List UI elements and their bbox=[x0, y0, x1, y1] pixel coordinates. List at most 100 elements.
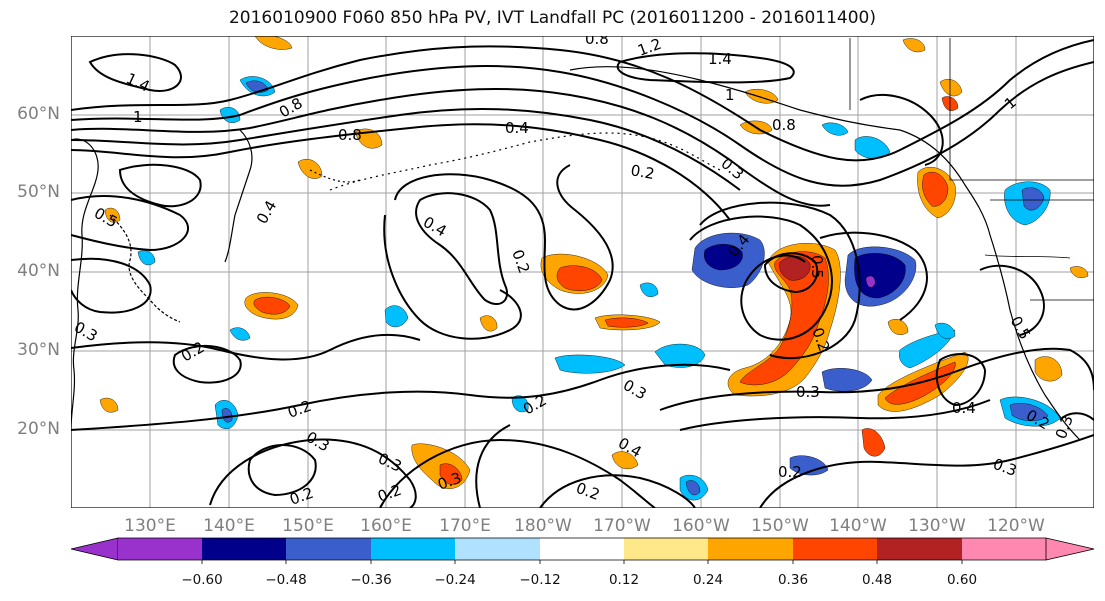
pv-patch bbox=[611, 451, 639, 470]
contour-label: 1.2 bbox=[635, 35, 664, 60]
lat-label-20n: 20°N bbox=[17, 419, 60, 439]
colorbar-tick-label: 0.48 bbox=[861, 572, 893, 588]
pv-patch bbox=[1021, 187, 1045, 211]
pv-patch bbox=[789, 455, 829, 476]
contour-line bbox=[415, 192, 508, 305]
lon-label-130e: 130°E bbox=[124, 516, 176, 536]
colorbar-tick-label: −0.12 bbox=[519, 572, 561, 588]
contour-label: 0.5 bbox=[808, 255, 826, 279]
contour-label: 1 bbox=[725, 86, 735, 104]
lat-label-30n: 30°N bbox=[17, 340, 60, 360]
lon-label-180w: 180°W bbox=[514, 516, 572, 536]
colorbar-tick-label: −0.48 bbox=[265, 572, 307, 588]
lon-label-170e: 170°E bbox=[439, 516, 491, 536]
colorbar-extend-max bbox=[1045, 537, 1095, 561]
contour-label: 0.2 bbox=[629, 161, 656, 183]
colorbar-swatch bbox=[455, 538, 540, 560]
colorbar-swatch bbox=[371, 538, 456, 560]
contour-line bbox=[71, 107, 741, 191]
pv-patch bbox=[779, 256, 811, 281]
pv-patch bbox=[654, 343, 706, 368]
colorbar-tick-label: 0.60 bbox=[946, 572, 978, 588]
contour-label: 0.2 bbox=[778, 463, 802, 481]
contour-label: 0.8 bbox=[585, 30, 609, 48]
lon-label-150w: 150°W bbox=[751, 516, 809, 536]
pv-patch bbox=[639, 282, 659, 297]
contour-line bbox=[118, 163, 202, 208]
border-line bbox=[949, 38, 1094, 181]
colorbar-tick-label: 0.24 bbox=[692, 572, 724, 588]
colorbar-tick-label: −0.36 bbox=[350, 572, 392, 588]
lat-label-40n: 40°N bbox=[17, 261, 60, 281]
pv-patch bbox=[685, 480, 701, 496]
contour-line bbox=[88, 53, 182, 92]
contour-line bbox=[172, 344, 242, 384]
colorbar-tick-label: −0.24 bbox=[434, 572, 476, 588]
pv-patch bbox=[887, 319, 909, 335]
lon-label-140e: 140°E bbox=[203, 516, 255, 536]
contour-line bbox=[679, 399, 991, 431]
pv-patch bbox=[253, 296, 291, 315]
pv-patch bbox=[934, 322, 956, 339]
colorbar bbox=[70, 537, 1095, 564]
contour-line bbox=[659, 347, 1094, 411]
pv-patch bbox=[554, 354, 626, 374]
pv-patch bbox=[511, 395, 529, 413]
pv-patch bbox=[704, 244, 743, 271]
pv-patch bbox=[854, 136, 891, 159]
contour-line bbox=[71, 123, 731, 221]
contour-line bbox=[759, 434, 1094, 508]
contour-line bbox=[859, 94, 944, 166]
colorbar-ticks bbox=[201, 560, 963, 564]
map-title: 2016010900 F060 850 hPa PV, IVT Landfall… bbox=[228, 8, 876, 28]
lon-label-140w: 140°W bbox=[829, 516, 887, 536]
contour-line bbox=[1059, 412, 1094, 421]
pv-patch bbox=[479, 315, 498, 332]
pv-patch bbox=[556, 265, 603, 291]
colorbar-tick-label: −0.60 bbox=[181, 572, 223, 588]
pv-patch bbox=[939, 79, 963, 97]
contour-line bbox=[935, 353, 987, 407]
colorbar-swatch bbox=[202, 538, 287, 560]
pv-patch bbox=[384, 305, 409, 328]
contour-label: 0.8 bbox=[772, 116, 796, 134]
lon-label-160e: 160°E bbox=[360, 516, 412, 536]
contour-line bbox=[379, 438, 656, 508]
contour-line bbox=[475, 424, 511, 508]
pv-patch bbox=[99, 397, 119, 413]
contour-line bbox=[763, 252, 819, 294]
colorbar-swatch bbox=[624, 538, 709, 560]
pv-patch bbox=[297, 159, 323, 179]
lon-label-150e: 150°E bbox=[282, 516, 334, 536]
contour-label: 0.8 bbox=[338, 126, 362, 144]
coastlines bbox=[71, 38, 1094, 441]
coastline bbox=[309, 169, 361, 183]
coastline bbox=[224, 129, 253, 263]
pv-patch bbox=[821, 122, 849, 136]
lon-label-170w: 170°W bbox=[593, 516, 651, 536]
coastline bbox=[569, 66, 1081, 441]
colorbar-tick-label: 0.12 bbox=[608, 572, 640, 588]
pv-patch bbox=[229, 327, 251, 341]
contour-line bbox=[383, 214, 522, 340]
colorbar-swatch bbox=[962, 538, 1047, 560]
colorbar-swatch bbox=[286, 538, 371, 560]
colorbar-extend-min bbox=[70, 537, 119, 561]
coastline bbox=[71, 138, 99, 431]
border-line bbox=[984, 254, 1071, 259]
colorbar-swatch bbox=[793, 538, 878, 560]
contour-line bbox=[689, 215, 833, 341]
colorbar-swatch bbox=[708, 538, 793, 560]
contour-line bbox=[394, 164, 614, 311]
contour-line bbox=[71, 363, 731, 431]
pv-patch bbox=[604, 317, 649, 328]
pv-patch bbox=[1069, 266, 1089, 278]
contour-label: 1 bbox=[133, 108, 143, 126]
colorbar-swatch bbox=[540, 538, 625, 560]
coastline bbox=[329, 132, 721, 191]
lat-label-50n: 50°N bbox=[17, 182, 60, 202]
pv-patch bbox=[902, 38, 926, 53]
lon-label-160w: 160°W bbox=[672, 516, 730, 536]
contour-line bbox=[71, 257, 152, 314]
